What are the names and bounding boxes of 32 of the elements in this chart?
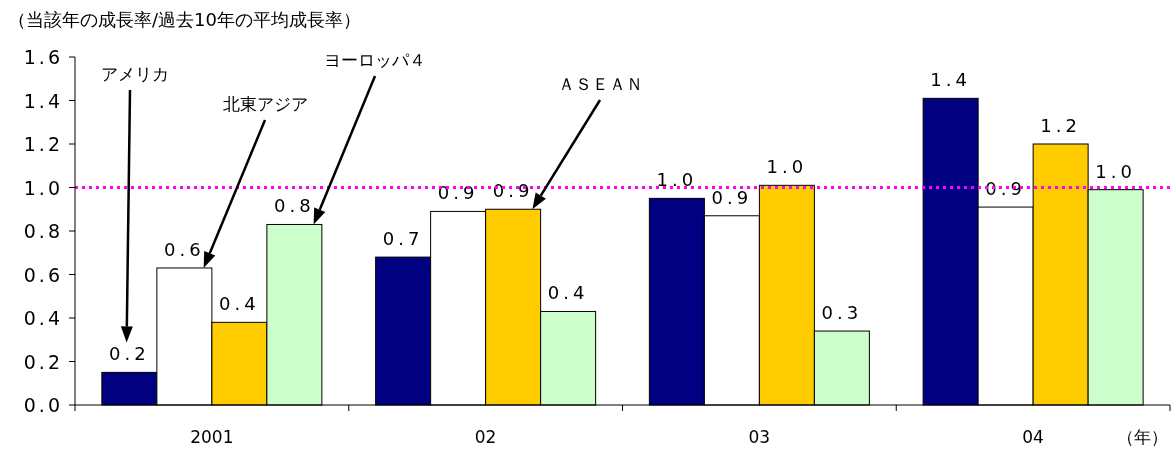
data-label: 0.3 — [821, 302, 863, 324]
data-label: 1.0 — [766, 156, 808, 178]
data-label: 0.8 — [274, 195, 315, 217]
data-label: 0.2 — [109, 343, 150, 365]
y-tick-label: 0.4 — [23, 307, 63, 329]
y-tick-label: 1.6 — [23, 46, 63, 68]
data-label: 1.2 — [1040, 115, 1081, 136]
x-tick-label: 03 — [748, 427, 771, 447]
data-label: 0.6 — [164, 238, 205, 260]
data-label: 1.0 — [1095, 160, 1136, 182]
annotation: 北東アジア — [222, 94, 308, 114]
x-tick-label: 04 — [1022, 427, 1044, 447]
y-axis-title: （当該年の成長率/過去10年の平均成長率） — [8, 9, 361, 30]
x-axis-title: （年） — [1117, 427, 1168, 447]
data-label: 0.4 — [219, 293, 260, 315]
data-label: 0.7 — [382, 228, 424, 250]
y-tick-label: 1.2 — [23, 133, 63, 155]
annotation: ヨーロッパ４ — [324, 50, 426, 70]
data-label: 0.4 — [547, 282, 589, 304]
y-tick-label: 1.4 — [23, 89, 63, 112]
y-tick-label: 0.2 — [23, 350, 63, 373]
y-tick-label: 1.0 — [23, 176, 63, 199]
x-tick-label: 2001 — [190, 427, 234, 447]
x-tick-label: 02 — [474, 427, 497, 447]
data-label: 1.4 — [930, 69, 971, 91]
annotation: ＡＳＥＡＮ — [557, 74, 643, 94]
annotation: アメリカ — [101, 64, 169, 84]
y-tick-label: 0.0 — [23, 394, 63, 416]
y-tick-label: 0.6 — [23, 263, 63, 286]
data-label: 1.0 — [656, 169, 698, 191]
y-tick-label: 0.8 — [23, 220, 63, 242]
data-label: 0.9 — [711, 186, 753, 208]
